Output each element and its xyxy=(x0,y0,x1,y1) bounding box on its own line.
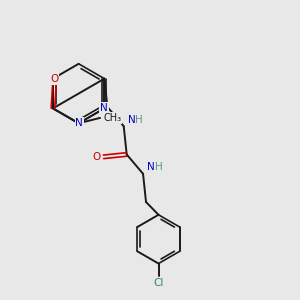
Text: N: N xyxy=(100,103,108,113)
Text: N: N xyxy=(148,162,155,172)
Text: O: O xyxy=(50,74,59,84)
Text: N: N xyxy=(75,118,83,128)
Text: H: H xyxy=(135,115,143,125)
Text: H: H xyxy=(154,162,162,172)
Text: N: N xyxy=(128,115,136,125)
Text: O: O xyxy=(93,152,101,162)
Text: CH₃: CH₃ xyxy=(103,113,122,123)
Text: Cl: Cl xyxy=(153,278,164,288)
